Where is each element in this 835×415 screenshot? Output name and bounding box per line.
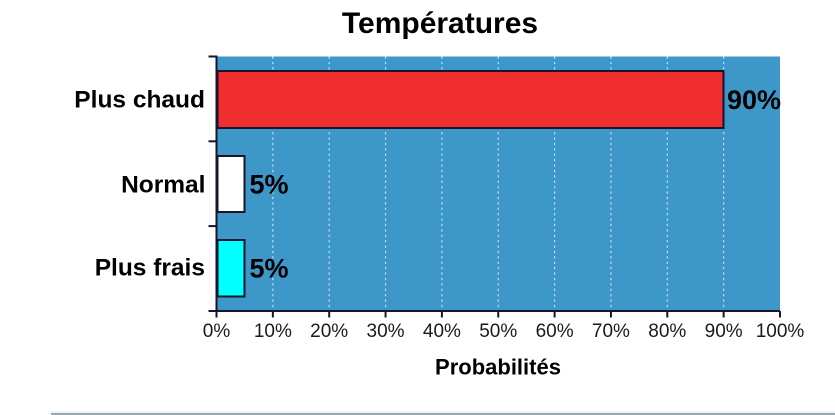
svg-text:90%: 90% xyxy=(705,321,743,342)
svg-text:50%: 50% xyxy=(479,321,517,342)
svg-text:40%: 40% xyxy=(423,321,461,342)
svg-text:10%: 10% xyxy=(254,321,292,342)
svg-text:70%: 70% xyxy=(592,321,630,342)
svg-text:Normal: Normal xyxy=(121,172,205,199)
svg-text:5%: 5% xyxy=(250,170,289,200)
svg-text:Probabilités: Probabilités xyxy=(435,355,561,380)
svg-text:0%: 0% xyxy=(203,321,231,342)
svg-text:20%: 20% xyxy=(310,321,348,342)
svg-text:Plus chaud: Plus chaud xyxy=(74,87,205,114)
svg-text:60%: 60% xyxy=(536,321,574,342)
svg-text:30%: 30% xyxy=(367,321,405,342)
svg-text:80%: 80% xyxy=(648,321,686,342)
svg-text:Plus frais: Plus frais xyxy=(95,255,205,282)
svg-text:Températures: Températures xyxy=(342,7,538,40)
svg-text:90%: 90% xyxy=(727,85,781,115)
svg-text:5%: 5% xyxy=(250,254,289,284)
svg-text:100%: 100% xyxy=(756,321,805,342)
